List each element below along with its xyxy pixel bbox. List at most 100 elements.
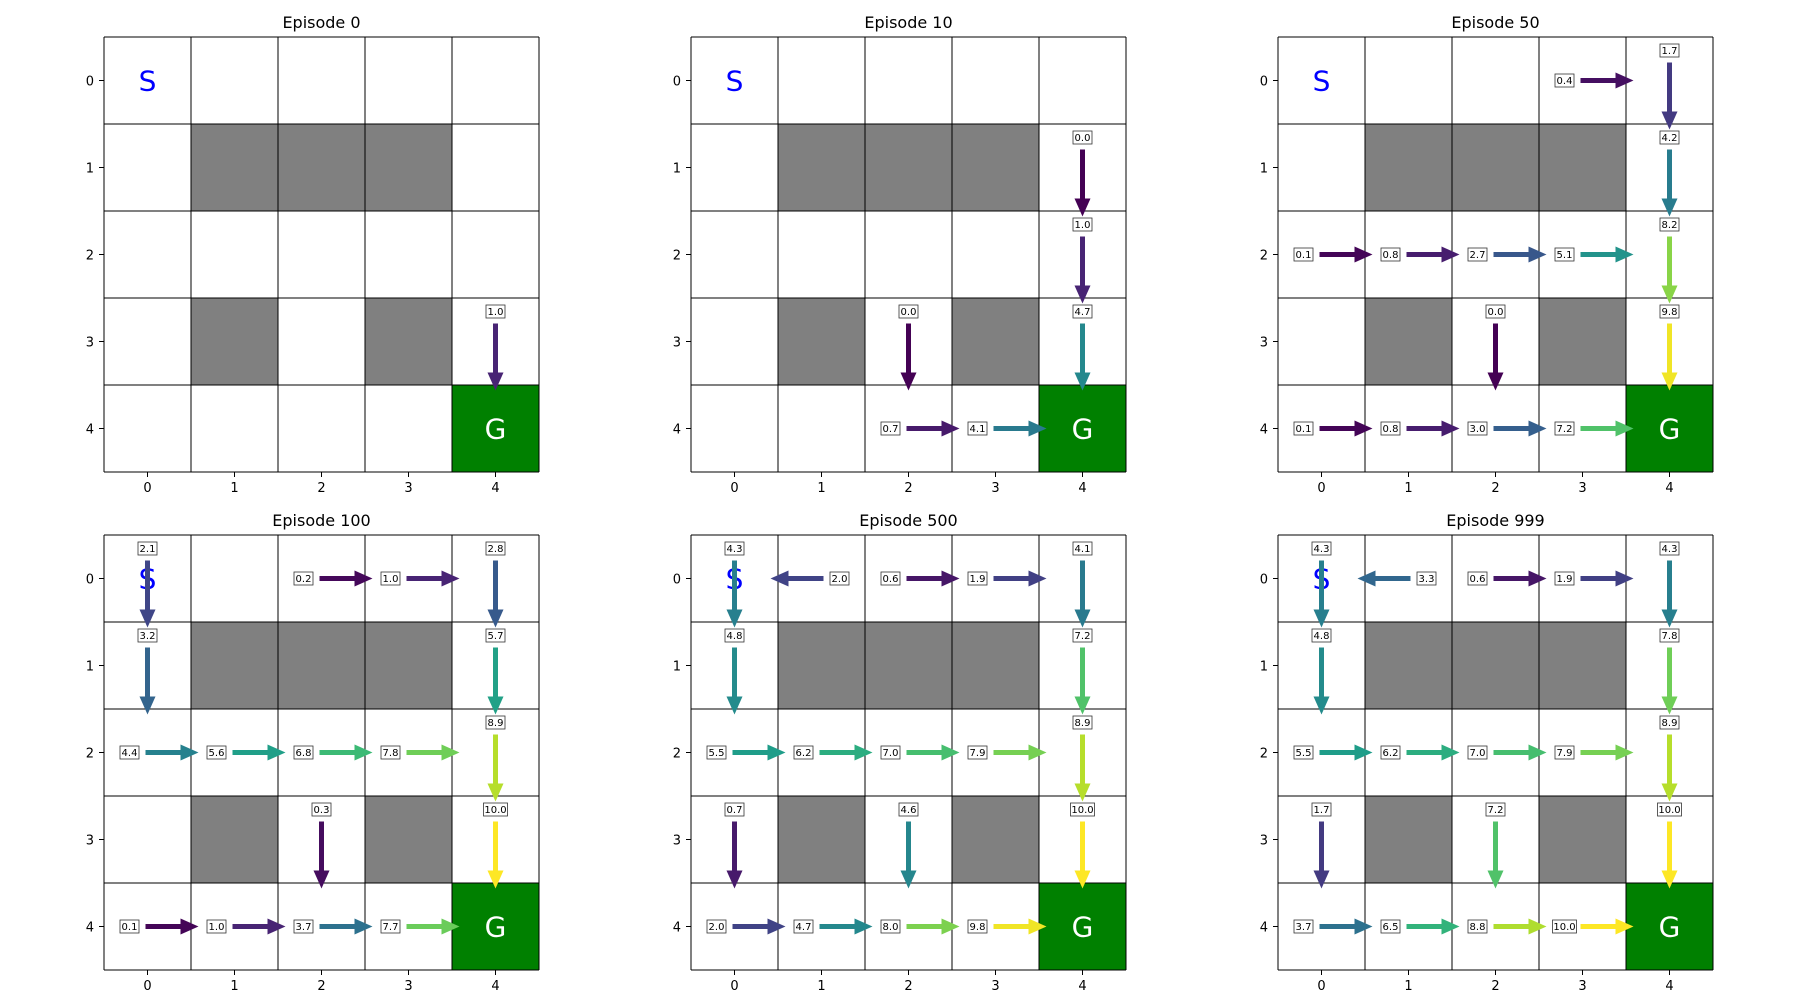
value-label: 0.8 xyxy=(1383,250,1399,261)
x-tick-label: 0 xyxy=(1317,979,1325,994)
value-label: 0.8 xyxy=(1383,424,1399,435)
value-label: 6.2 xyxy=(1383,748,1399,759)
arrow-head xyxy=(1313,609,1330,628)
arrow-head xyxy=(726,609,743,628)
x-tick-label: 0 xyxy=(143,979,151,994)
value-label: 0.4 xyxy=(1557,76,1573,87)
policy-arrow-down: 0.0 xyxy=(1072,130,1093,217)
value-box xyxy=(119,745,140,760)
value-box xyxy=(1554,745,1575,760)
policy-arrow-right: 1.0 xyxy=(206,918,286,935)
value-label: 0.3 xyxy=(314,805,330,816)
arrow-head xyxy=(313,870,330,889)
arrow-head xyxy=(1615,744,1634,761)
arrow-head xyxy=(441,744,460,761)
gridworld-panel-0: Episode 0 0 1 2 3 4 0 1 2 3 4 S G 1.0 xyxy=(86,13,540,496)
y-tick-label: 4 xyxy=(86,921,94,936)
value-box xyxy=(1072,715,1093,730)
value-box xyxy=(1380,247,1401,262)
arrow-head xyxy=(1528,570,1547,587)
value-box xyxy=(1485,802,1506,817)
arrow-head xyxy=(1074,870,1091,889)
value-label: 4.2 xyxy=(1662,133,1678,144)
goal-cell xyxy=(1626,385,1713,472)
value-label: 0.0 xyxy=(901,307,917,318)
value-box xyxy=(293,571,314,586)
value-box xyxy=(1659,715,1680,730)
start-label: S xyxy=(1313,65,1331,98)
value-label: 4.7 xyxy=(796,922,812,933)
policy-arrow-down: 1.7 xyxy=(1659,43,1680,130)
arrow-head xyxy=(487,372,504,391)
value-box xyxy=(1659,130,1680,145)
arrow-head xyxy=(139,609,156,628)
value-box xyxy=(1554,421,1575,436)
arrow-head xyxy=(1074,372,1091,391)
policy-arrow-down: 3.2 xyxy=(137,628,158,715)
policy-arrow-down: 4.7 xyxy=(1072,304,1093,391)
policy-arrow-right: 7.2 xyxy=(1554,420,1634,437)
policy-arrow-right: 2.0 xyxy=(706,918,786,935)
policy-arrow-left: 3.3 xyxy=(1357,570,1437,587)
value-box xyxy=(1416,571,1437,586)
policy-arrow-right: 0.6 xyxy=(880,570,960,587)
value-label: 3.3 xyxy=(1419,574,1435,585)
policy-arrow-right: 0.7 xyxy=(880,420,960,437)
policy-arrow-right: 2.7 xyxy=(1467,246,1547,263)
value-label: 8.9 xyxy=(488,718,504,729)
arrow-head xyxy=(854,744,873,761)
value-label: 1.7 xyxy=(1314,805,1330,816)
arrow-head xyxy=(1615,918,1634,935)
arrow-head xyxy=(1661,609,1678,628)
value-label: 6.8 xyxy=(296,748,312,759)
value-box xyxy=(485,541,506,556)
arrow-head xyxy=(1661,870,1678,889)
y-tick-label: 1 xyxy=(86,162,94,177)
policy-arrow-right: 4.7 xyxy=(793,918,873,935)
policy-arrow-right: 3.7 xyxy=(293,918,373,935)
y-tick-label: 2 xyxy=(86,747,94,762)
wall-cell xyxy=(865,622,952,709)
value-box xyxy=(829,571,850,586)
value-label: 7.2 xyxy=(1557,424,1573,435)
policy-arrow-right: 7.0 xyxy=(880,744,960,761)
value-box xyxy=(119,919,140,934)
y-tick-label: 4 xyxy=(86,423,94,438)
value-label: 3.0 xyxy=(1470,424,1486,435)
value-box xyxy=(1293,919,1314,934)
value-label: 7.9 xyxy=(1557,748,1573,759)
arrow-head xyxy=(267,744,286,761)
x-tick-label: 2 xyxy=(317,481,325,496)
value-label: 2.0 xyxy=(832,574,848,585)
gridworld-panel-1: Episode 10 0 1 2 3 4 0 1 2 3 4 S G 0.0 1.0 0.0 4.7 0.7 4.1 xyxy=(673,13,1127,496)
policy-arrow-right: 6.2 xyxy=(793,744,873,761)
value-box xyxy=(1467,421,1488,436)
value-box xyxy=(880,421,901,436)
arrow-head xyxy=(441,918,460,935)
policy-arrow-right: 0.8 xyxy=(1380,420,1460,437)
y-tick-label: 0 xyxy=(86,75,94,90)
y-tick-label: 0 xyxy=(1260,573,1268,588)
policy-arrow-down: 8.9 xyxy=(1072,715,1093,802)
value-box xyxy=(1380,745,1401,760)
wall-cell xyxy=(1365,298,1452,385)
arrow-head xyxy=(1487,372,1504,391)
policy-arrow-down: 10.0 xyxy=(1657,802,1682,889)
wall-cell xyxy=(952,124,1039,211)
value-label: 2.0 xyxy=(709,922,725,933)
y-tick-label: 3 xyxy=(86,336,94,351)
policy-arrow-down: 1.0 xyxy=(485,304,506,391)
arrow-head xyxy=(1661,372,1678,391)
y-tick-label: 1 xyxy=(1260,660,1268,675)
x-tick-label: 0 xyxy=(730,481,738,496)
value-label: 6.2 xyxy=(796,748,812,759)
arrow-head xyxy=(941,918,960,935)
value-label: 8.9 xyxy=(1662,718,1678,729)
y-tick-label: 0 xyxy=(673,573,681,588)
goal-cell xyxy=(1626,883,1713,970)
value-label: 1.9 xyxy=(970,574,986,585)
wall-cell xyxy=(778,796,865,883)
value-label: 8.9 xyxy=(1075,718,1091,729)
arrow-head xyxy=(854,918,873,935)
